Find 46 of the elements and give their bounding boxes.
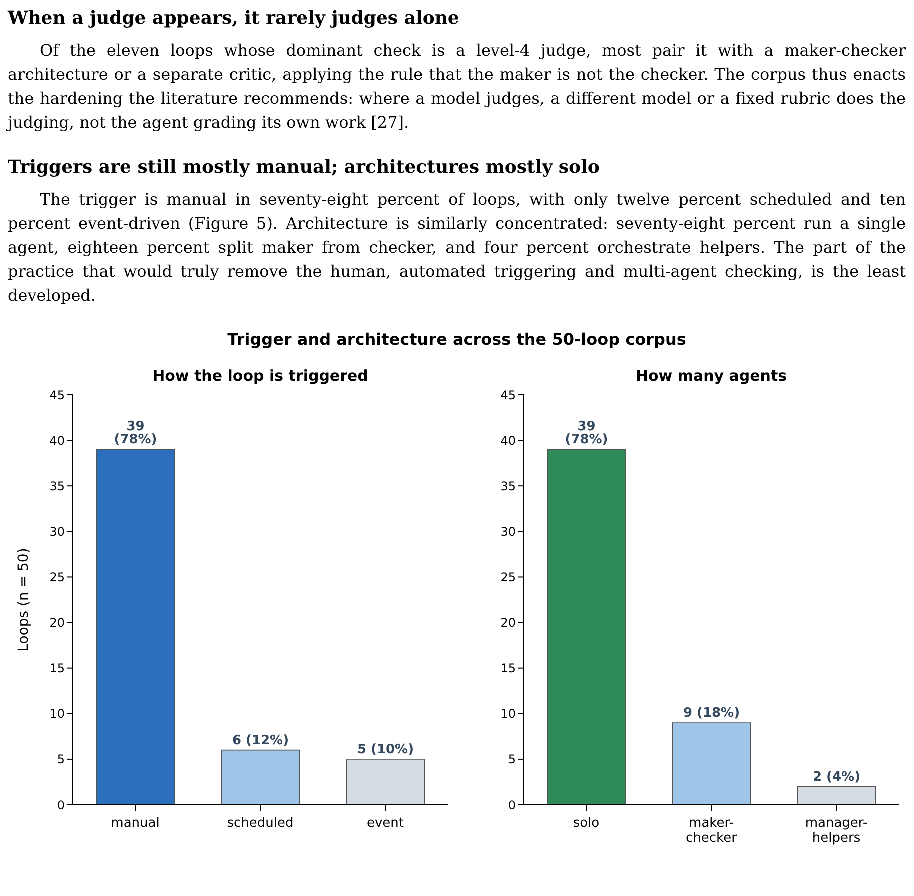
text: The trigger is manual in seventy-eight percent of loops, with only twelve percent scheduled and ten percent event-driven (Figure 5). Architecture is similarly concentrated: seventy-eight percent run a single agent, eighteen percent split maker from checker, and four percent orchestrate helpers. The part of the practice that would truly remove the human, automated triggering and multi-agent checking, is the least developed.	[8, 189, 906, 307]
x-tick-label: manual	[111, 816, 160, 831]
chart-title: How the loop is triggered	[152, 367, 370, 385]
chart-title: How many agents	[634, 367, 788, 385]
bar	[221, 750, 300, 805]
text: When a judge appears, it rarely judges alone	[8, 8, 460, 29]
y-tick-label: 35	[50, 479, 65, 494]
bar	[672, 722, 752, 805]
y-tick-label: 30	[50, 524, 65, 539]
data-label: 9 (18%)	[683, 706, 740, 721]
y-tick-label: 40	[50, 434, 65, 448]
data-label: 6 (12%)	[232, 733, 290, 748]
x-tick-label: scheduled	[227, 816, 294, 831]
y-tick-label: 10	[50, 707, 65, 722]
y-tick-label: 15	[50, 662, 65, 676]
y-tick-label: 10	[500, 707, 516, 722]
y-tick-label: 30	[500, 524, 516, 539]
data-label: 5 (10%)	[357, 742, 414, 758]
y-tick-label: 45	[50, 388, 65, 402]
y-tick-label: 45	[500, 388, 516, 402]
x-tick-label: event	[366, 816, 404, 831]
bar	[346, 759, 426, 805]
x-tick-label: maker- checker	[686, 816, 738, 846]
y-tick-label: 20	[500, 616, 516, 630]
y-tick-label: 25	[500, 570, 516, 584]
data-label: 2 (4%)	[812, 770, 861, 785]
bar	[547, 449, 626, 805]
bar	[797, 786, 876, 805]
data-label: 39 (78%)	[565, 420, 608, 448]
y-tick-label: 40	[500, 434, 516, 448]
data-label: 39 (78%)	[114, 420, 158, 448]
bar	[96, 449, 176, 805]
text: Of the eleven loops whose dominant check is a level-4 judge, most pair it with a maker-checker architecture or a separate critic, applying the rule that the maker is not the checker. The corpus thus enacts the hardening the literature recommends: where a model judges, a different model or a fixed rubric does the judging, not the agent grading its own work [27].	[8, 40, 906, 134]
y-tick-label: 20	[50, 616, 65, 630]
text: Triggers are still mostly manual; architectures mostly solo	[8, 157, 601, 178]
y-tick-label: 5	[57, 752, 65, 767]
y-tick-label: 15	[500, 662, 516, 676]
x-tick-label: solo	[573, 816, 600, 831]
y-tick-label: 25	[50, 570, 65, 584]
y-tick-label: 5	[508, 752, 516, 767]
x-tick-label: manager- helpers	[805, 816, 868, 846]
text: Trigger and architecture across the 50-loop corpus	[226, 330, 688, 349]
y-tick-label: 35	[500, 479, 516, 494]
y-tick-label: 0	[508, 798, 516, 812]
y-tick-label: 0	[57, 798, 65, 812]
y-axis-title: Loops (n = 50)	[16, 548, 32, 652]
